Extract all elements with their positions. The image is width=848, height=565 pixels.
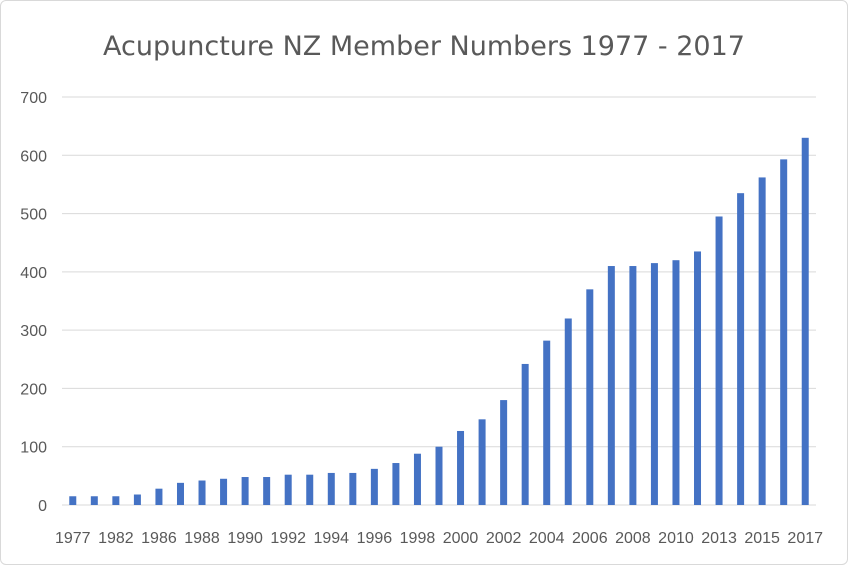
bar — [284, 474, 292, 505]
bar — [521, 363, 529, 505]
x-tick-label: 1986 — [141, 530, 177, 547]
y-axis-ticks: 0 100 200 300 400 500 600 700 — [20, 90, 47, 515]
y-tick-label: 500 — [20, 207, 47, 224]
bar — [564, 318, 572, 505]
bar — [306, 474, 314, 505]
bar — [155, 488, 163, 505]
bar — [715, 216, 723, 506]
chart-title: Acupuncture NZ Member Numbers 1977 - 201… — [103, 31, 745, 62]
y-tick-label: 300 — [20, 323, 47, 340]
x-tick-label: 1998 — [400, 530, 436, 547]
x-tick-label: 1982 — [98, 530, 134, 547]
x-tick-label: 1988 — [184, 530, 220, 547]
bar — [263, 477, 271, 505]
bar — [112, 496, 120, 505]
bar — [586, 289, 594, 505]
y-tick-label: 100 — [20, 440, 47, 457]
x-tick-label: 2004 — [529, 530, 565, 547]
bar — [543, 340, 551, 505]
bar — [758, 177, 766, 505]
x-axis-ticks: 1977 1982 1986 1988 1990 1992 1994 1996 1998 2000… — [55, 530, 823, 547]
bar — [650, 263, 658, 505]
bar — [90, 496, 98, 505]
y-tick-label: 700 — [20, 90, 47, 107]
bar — [694, 251, 702, 505]
x-tick-label: 1990 — [227, 530, 263, 547]
y-tick-label: 200 — [20, 381, 47, 398]
bar — [392, 463, 400, 505]
bar — [176, 482, 184, 505]
bar — [737, 193, 745, 506]
bar — [801, 137, 809, 506]
bar — [672, 260, 680, 505]
bar — [349, 472, 357, 505]
x-tick-label: 1977 — [55, 530, 91, 547]
x-tick-label: 1992 — [270, 530, 306, 547]
bar — [457, 430, 465, 505]
x-tick-label: 1996 — [357, 530, 393, 547]
bar — [69, 496, 77, 505]
bar — [198, 480, 206, 505]
x-tick-label: 2013 — [701, 530, 737, 547]
bar — [133, 494, 141, 505]
y-tick-label: 0 — [38, 498, 47, 515]
x-tick-label: 2000 — [443, 530, 479, 547]
y-tick-label: 400 — [20, 265, 47, 282]
bar — [478, 419, 486, 505]
x-tick-label: 2008 — [615, 530, 651, 547]
x-tick-label: 2006 — [572, 530, 608, 547]
x-tick-label: 2015 — [744, 530, 780, 547]
y-tick-label: 600 — [20, 148, 47, 165]
x-tick-label: 1994 — [313, 530, 349, 547]
bar — [629, 266, 637, 505]
bar — [780, 159, 788, 505]
bar — [500, 400, 508, 505]
x-tick-label: 2017 — [787, 530, 823, 547]
bars — [69, 137, 809, 506]
bar — [607, 266, 615, 505]
bar — [327, 472, 335, 505]
x-tick-label: 2010 — [658, 530, 694, 547]
bar — [435, 446, 443, 505]
bar — [220, 478, 228, 505]
bar — [241, 477, 249, 505]
x-tick-label: 2002 — [486, 530, 522, 547]
bar — [370, 468, 378, 505]
bar — [413, 453, 421, 505]
gridlines — [62, 96, 816, 506]
